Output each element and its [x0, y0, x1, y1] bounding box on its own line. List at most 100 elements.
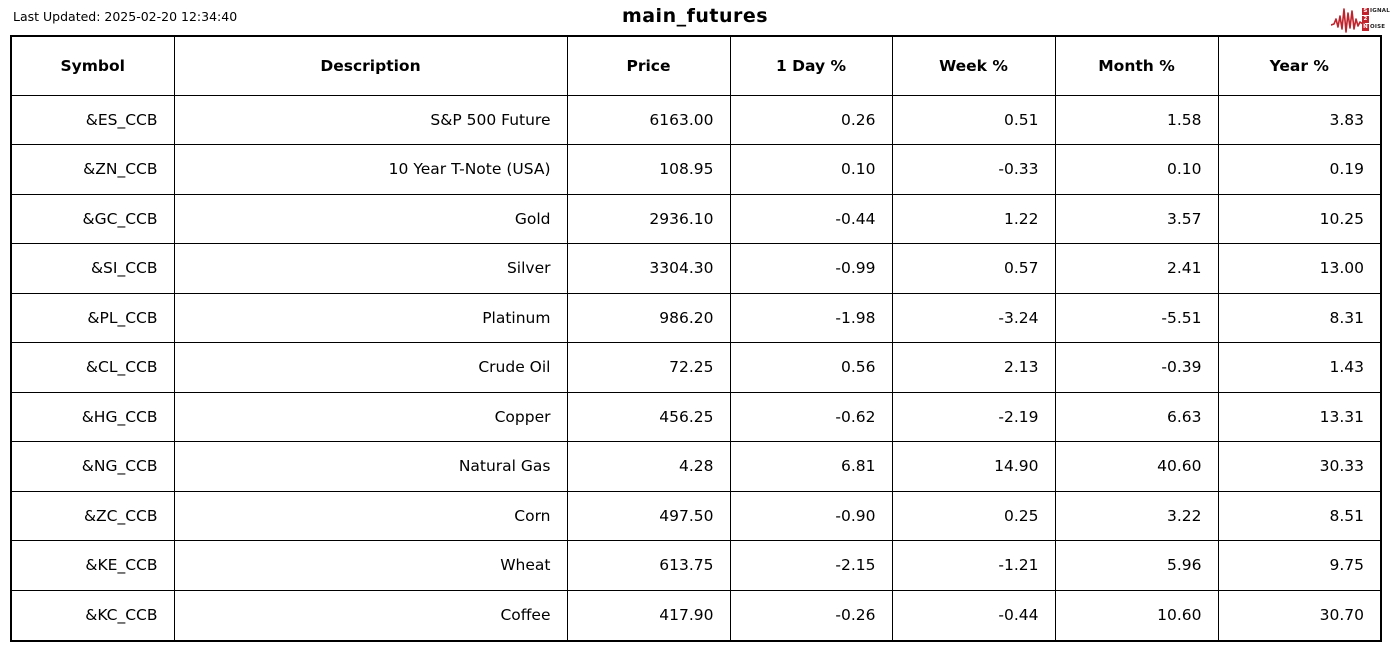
table-row: &PL_CCB Platinum 986.20 -1.98 -3.24 -5.51 8.31 [10, 292, 1382, 344]
cell-month: 40.60 [1054, 441, 1219, 492]
table-body: &ES_CCB S&P 500 Future 6163.00 0.26 0.51 1.58… [10, 94, 1382, 642]
cell-week: -1.21 [891, 540, 1056, 591]
logo-line-noise: N OISE [1362, 23, 1386, 31]
cell-description: Gold [173, 193, 568, 245]
cell-description: S&P 500 Future [173, 94, 568, 146]
table-row: &NG_CCB Natural Gas 4.28 6.81 14.90 40.60 30.3… [10, 441, 1382, 492]
logo-letter-n: N [1362, 23, 1369, 31]
cell-year: 3.83 [1217, 94, 1382, 146]
logo-letter-2: 2 [1362, 15, 1369, 23]
cell-month: 3.57 [1054, 193, 1219, 245]
table-row: &CL_CCB Crude Oil 72.25 0.56 2.13 -0.39 1.43 [10, 342, 1382, 393]
column-header: 1 Day % [729, 35, 893, 96]
logo-line-signal: S IGNAL [1362, 7, 1390, 15]
table-row: &ZN_CCB 10 Year T-Note (USA) 108.95 0.10 -0.… [10, 144, 1382, 195]
column-header: Year % [1217, 35, 1382, 96]
logo-line-2: 2 [1362, 15, 1390, 23]
cell-description: Corn [173, 490, 568, 542]
table-row: &HG_CCB Copper 456.25 -0.62 -2.19 6.63 13.31 [10, 391, 1382, 443]
column-header: Week % [891, 35, 1056, 96]
cell-day: 0.56 [729, 342, 893, 393]
cell-year: 30.33 [1217, 441, 1382, 492]
cell-week: 0.51 [891, 94, 1056, 146]
cell-symbol: &NG_CCB [10, 441, 175, 492]
last-updated-text: Last Updated: 2025-02-20 12:34:40 [13, 9, 238, 24]
cell-month: 1.58 [1054, 94, 1219, 146]
cell-price: 2936.10 [566, 193, 731, 245]
cell-symbol: &KE_CCB [10, 540, 175, 591]
cell-price: 6163.00 [566, 94, 731, 146]
cell-symbol: &GC_CCB [10, 193, 175, 245]
cell-price: 986.20 [566, 292, 731, 344]
cell-day: -0.44 [729, 193, 893, 245]
cell-price: 72.25 [566, 342, 731, 393]
column-header: Description [173, 35, 568, 96]
cell-month: 0.10 [1054, 144, 1219, 195]
cell-week: 14.90 [891, 441, 1056, 492]
cell-day: -0.62 [729, 391, 893, 443]
cell-symbol: &SI_CCB [10, 243, 175, 294]
cell-day: -1.98 [729, 292, 893, 344]
cell-month: -5.51 [1054, 292, 1219, 344]
cell-day: 0.26 [729, 94, 893, 146]
cell-month: 2.41 [1054, 243, 1219, 294]
cell-week: 1.22 [891, 193, 1056, 245]
table-row: &ES_CCB S&P 500 Future 6163.00 0.26 0.51 1.58… [10, 94, 1382, 146]
cell-day: -0.90 [729, 490, 893, 542]
cell-symbol: &CL_CCB [10, 342, 175, 393]
signal-waveform-icon [1331, 4, 1365, 34]
cell-description: 10 Year T-Note (USA) [173, 144, 568, 195]
cell-year: 10.25 [1217, 193, 1382, 245]
cell-week: -0.44 [891, 589, 1056, 642]
column-header: Month % [1054, 35, 1219, 96]
cell-year: 13.31 [1217, 391, 1382, 443]
cell-day: 6.81 [729, 441, 893, 492]
cell-year: 13.00 [1217, 243, 1382, 294]
cell-description: Natural Gas [173, 441, 568, 492]
cell-symbol: &PL_CCB [10, 292, 175, 344]
cell-description: Silver [173, 243, 568, 294]
cell-week: 0.25 [891, 490, 1056, 542]
cell-symbol: &ES_CCB [10, 94, 175, 146]
cell-week: 0.57 [891, 243, 1056, 294]
cell-description: Platinum [173, 292, 568, 344]
cell-month: 6.63 [1054, 391, 1219, 443]
cell-symbol: &KC_CCB [10, 589, 175, 642]
cell-symbol: &ZC_CCB [10, 490, 175, 542]
table-row: &ZC_CCB Corn 497.50 -0.90 0.25 3.22 8.51 [10, 490, 1382, 542]
logo-letter-s: S [1362, 7, 1369, 15]
cell-month: 3.22 [1054, 490, 1219, 542]
cell-year: 8.31 [1217, 292, 1382, 344]
cell-year: 8.51 [1217, 490, 1382, 542]
cell-year: 30.70 [1217, 589, 1382, 642]
cell-month: 5.96 [1054, 540, 1219, 591]
cell-description: Coffee [173, 589, 568, 642]
signal2noise-logo: S IGNAL 2 N OISE [1331, 3, 1390, 35]
table-row: &SI_CCB Silver 3304.30 -0.99 0.57 2.41 13.00 [10, 243, 1382, 294]
cell-week: -2.19 [891, 391, 1056, 443]
cell-week: 2.13 [891, 342, 1056, 393]
cell-price: 456.25 [566, 391, 731, 443]
cell-price: 497.50 [566, 490, 731, 542]
table-row: &KE_CCB Wheat 613.75 -2.15 -1.21 5.96 9.75 [10, 540, 1382, 591]
page-title: main_futures [621, 5, 769, 27]
cell-day: -0.99 [729, 243, 893, 294]
cell-price: 108.95 [566, 144, 731, 195]
cell-year: 1.43 [1217, 342, 1382, 393]
cell-day: 0.10 [729, 144, 893, 195]
cell-week: -0.33 [891, 144, 1056, 195]
cell-description: Wheat [173, 540, 568, 591]
cell-description: Crude Oil [173, 342, 568, 393]
table-row: &GC_CCB Gold 2936.10 -0.44 1.22 3.57 10.25 [10, 193, 1382, 245]
table-row: &KC_CCB Coffee 417.90 -0.26 -0.44 10.60 30.70 [10, 589, 1382, 642]
column-header: Symbol [10, 35, 175, 96]
cell-symbol: &ZN_CCB [10, 144, 175, 195]
cell-price: 417.90 [566, 589, 731, 642]
cell-day: -2.15 [729, 540, 893, 591]
cell-month: -0.39 [1054, 342, 1219, 393]
cell-month: 10.60 [1054, 589, 1219, 642]
cell-week: -3.24 [891, 292, 1056, 344]
column-header: Price [566, 35, 731, 96]
cell-price: 4.28 [566, 441, 731, 492]
cell-price: 613.75 [566, 540, 731, 591]
